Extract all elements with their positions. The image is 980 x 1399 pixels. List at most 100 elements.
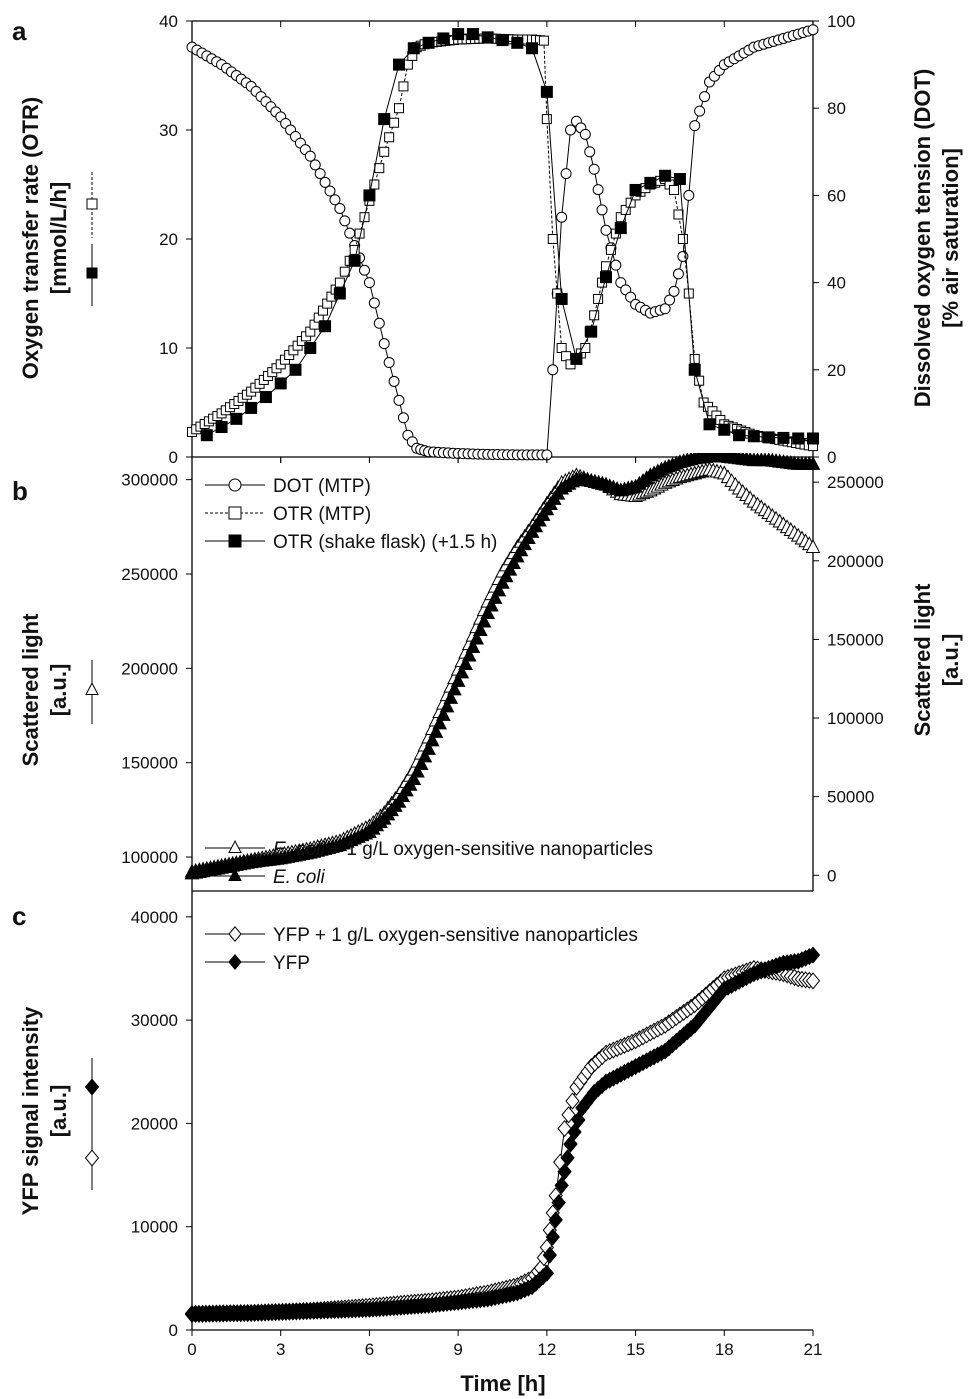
data-point: [614, 222, 627, 235]
data-point: [565, 124, 577, 136]
data-point: [428, 723, 444, 738]
legend-dot-mtp-marker: [228, 478, 242, 492]
data-point: [777, 431, 790, 444]
y-tick-label-left: 0: [169, 1321, 178, 1340]
legend-otr-shake-flask-text-part: OTR (shake flask) (+1.5 h): [273, 532, 497, 553]
data-point: [585, 325, 598, 338]
legend-ecoli-np-text: E. coli + 1 g/L oxygen-sensitive nanopar…: [273, 839, 653, 860]
data-point: [718, 423, 731, 436]
data-point: [378, 113, 391, 126]
x-tick-label: 21: [804, 1340, 823, 1359]
panel-b: b 100000 150000 200000 250000 300000 0 50000 100…: [12, 453, 963, 892]
y-tick-label-right: 60: [827, 186, 846, 205]
data-point: [230, 412, 243, 425]
legend-yfp-np-marker: [228, 926, 242, 942]
data-point: [424, 732, 440, 747]
data-point: [807, 432, 819, 445]
y-tick-label-left: 30: [159, 121, 178, 140]
data-point: [593, 293, 604, 304]
legend-yfp-text: YFP: [273, 953, 310, 974]
data-point: [592, 184, 604, 196]
y-tick-label-left: 40: [159, 12, 178, 31]
y-tick-label-left: 40000: [131, 908, 178, 927]
y-axis-label-left: Oxygen transfer rate (OTR) [mmol/L/h]: [18, 97, 71, 379]
y-tick-label-left: 30000: [131, 1011, 178, 1030]
x-tick-label: 18: [715, 1340, 734, 1359]
data-point: [792, 432, 805, 445]
y-tick-label-right: 200000: [827, 552, 884, 571]
series-line: [191, 469, 814, 873]
plot-area: [184, 453, 821, 880]
data-point: [476, 613, 492, 628]
data-point: [309, 159, 321, 171]
ylabel-key-yfp: [84, 1078, 100, 1096]
data-point: [547, 364, 559, 376]
data-point: [699, 91, 711, 103]
data-point: [432, 715, 447, 730]
data-point: [807, 24, 819, 36]
legend-ecoli-np-text-part: E. coli: [273, 839, 326, 860]
legend-otr-mtp-marker: [228, 506, 242, 520]
data-point: [452, 28, 465, 41]
y-tick-label-left: 0: [169, 448, 178, 467]
data-point: [373, 317, 385, 329]
data-point: [664, 294, 676, 306]
legend-otr-shake-flask-marker: [228, 534, 242, 548]
data-point: [554, 1176, 569, 1194]
data-point: [406, 771, 422, 786]
series-otr-shake-flask-1-5-h: [200, 28, 819, 445]
series-yfp-1-g-l-oxygen-sensitive-nanoparticles: [184, 959, 821, 1323]
series-yfp: [184, 946, 821, 1324]
data-point: [334, 202, 346, 214]
panel-c: c 0 3 6 9 12 15 18 21 0 10000 20000 30000 40000 YFP si…: [12, 891, 822, 1359]
ylabel-key-marker: [85, 682, 99, 695]
y-tick-label-right: 80: [827, 99, 846, 118]
data-point: [417, 748, 433, 763]
data-point: [683, 189, 695, 201]
x-tick-label: 0: [187, 1340, 196, 1359]
data-point: [560, 1149, 575, 1167]
data-point: [689, 353, 700, 364]
x-tick-label: 6: [365, 1340, 374, 1359]
data-point: [215, 421, 228, 434]
data-point: [567, 1123, 582, 1141]
legend-otr-shake-flask-text: OTR (shake flask) (+1.5 h): [273, 532, 497, 553]
data-point: [588, 163, 600, 175]
data-point: [465, 639, 481, 653]
data-point: [805, 972, 821, 990]
data-point: [668, 285, 680, 297]
y-axis-label-left-line: [mmol/L/h]: [46, 182, 71, 294]
data-point: [659, 169, 672, 182]
y-axis-label-right-line: [a.u.]: [938, 634, 963, 687]
data-point: [659, 303, 671, 315]
data-point: [454, 664, 470, 679]
y-tick-label-left: 20000: [131, 1114, 178, 1133]
data-point: [688, 363, 701, 376]
series-line: [191, 967, 814, 1314]
data-point: [363, 277, 375, 289]
data-point: [689, 120, 701, 132]
y-axis-label-left-line: Scattered light: [18, 613, 43, 766]
data-point: [388, 375, 400, 387]
data-point: [556, 211, 568, 223]
y-axis-label-right: Scattered light [a.u.]: [910, 583, 963, 736]
y-axis-label-left: YFP signal intensity [a.u.]: [18, 1006, 71, 1215]
y-axis-label-left-line: [a.u.]: [46, 664, 71, 717]
data-point: [324, 185, 336, 197]
x-tick-label: 12: [537, 1340, 556, 1359]
data-point: [563, 1135, 578, 1153]
data-point: [378, 338, 390, 350]
data-point: [421, 740, 436, 755]
data-point: [579, 128, 591, 140]
legend-ecoli-marker: [228, 868, 242, 881]
data-point: [672, 268, 684, 280]
data-point: [393, 58, 405, 71]
data-point: [389, 117, 400, 128]
legend-dot-mtp-text-part: DOT (MTP): [273, 476, 371, 497]
panel-label: c: [12, 901, 26, 931]
data-point: [538, 35, 549, 46]
data-point: [259, 391, 272, 404]
data-point: [548, 1211, 563, 1229]
y-tick-label-left: 150000: [121, 754, 178, 773]
